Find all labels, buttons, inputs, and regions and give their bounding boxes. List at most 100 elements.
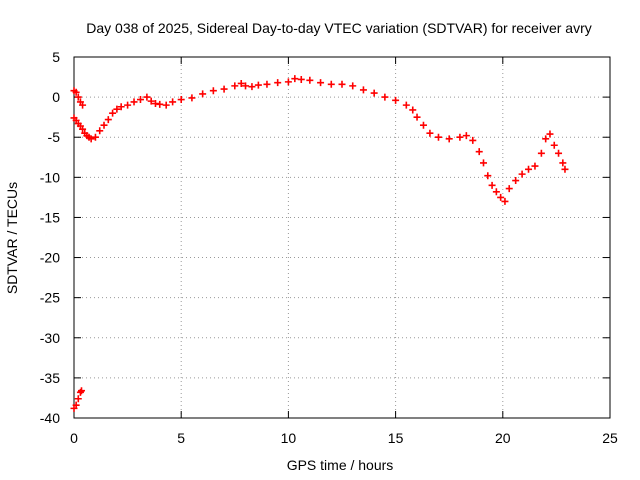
data-point — [151, 100, 159, 108]
data-point — [177, 96, 185, 104]
data-point — [413, 113, 421, 121]
data-point — [555, 149, 563, 157]
x-tick-label: 15 — [388, 430, 404, 446]
data-series — [70, 75, 569, 412]
y-axis-label: SDTVAR / TECUs — [4, 182, 20, 294]
y-tick-label: 0 — [52, 89, 60, 105]
data-point — [402, 101, 410, 109]
grid-lines — [74, 57, 610, 418]
data-point — [462, 132, 470, 140]
data-point — [162, 101, 170, 109]
x-axis-label: GPS time / hours — [287, 457, 394, 473]
data-point — [209, 87, 217, 95]
data-point — [124, 101, 132, 109]
data-point — [497, 193, 505, 201]
data-point — [263, 80, 271, 88]
data-point — [370, 89, 378, 97]
data-point — [231, 82, 239, 90]
data-point — [561, 165, 569, 173]
data-point — [79, 101, 87, 109]
data-point — [113, 105, 121, 113]
data-point — [87, 135, 95, 143]
data-point — [78, 387, 86, 395]
data-point — [237, 79, 245, 87]
x-axis: 0 5 10 15 20 25 — [70, 57, 618, 446]
data-point — [480, 159, 488, 167]
data-point — [306, 76, 314, 84]
y-tick-label: 5 — [52, 49, 60, 65]
data-point — [419, 121, 427, 129]
data-point — [72, 88, 80, 96]
data-point — [76, 388, 84, 396]
y-tick-label: -40 — [40, 410, 60, 426]
data-point — [248, 83, 256, 91]
data-point — [143, 93, 151, 101]
data-point — [537, 149, 545, 157]
x-tick-label: 25 — [602, 430, 618, 446]
data-point — [109, 109, 117, 117]
data-point — [505, 185, 513, 193]
data-point — [96, 127, 104, 135]
y-tick-label: -20 — [40, 250, 60, 266]
y-tick-label: -35 — [40, 370, 60, 386]
y-tick-label: -15 — [40, 209, 60, 225]
data-point — [381, 93, 389, 101]
data-point — [104, 116, 112, 124]
data-point — [242, 82, 250, 90]
data-point — [169, 98, 177, 106]
data-point — [456, 133, 464, 141]
data-point — [317, 79, 325, 87]
data-point — [359, 86, 367, 94]
data-point — [117, 103, 125, 111]
y-tick-label: -10 — [40, 169, 60, 185]
data-point — [220, 85, 228, 93]
plot-area-frame — [73, 56, 611, 419]
data-point — [475, 148, 483, 156]
data-point — [426, 129, 434, 137]
data-point — [297, 75, 305, 83]
data-point — [274, 79, 282, 87]
data-point — [130, 98, 138, 106]
data-point — [409, 106, 417, 114]
data-point — [525, 165, 533, 173]
data-point — [445, 135, 453, 143]
data-point — [74, 395, 82, 403]
x-tick-label: 20 — [495, 430, 511, 446]
y-tick-label: -25 — [40, 290, 60, 306]
data-point — [136, 96, 144, 104]
data-point — [91, 133, 99, 141]
data-point — [338, 80, 346, 88]
data-point — [559, 159, 567, 167]
data-point — [188, 94, 196, 102]
data-point — [518, 170, 526, 178]
data-point — [542, 135, 550, 143]
data-point — [254, 81, 262, 89]
data-point — [546, 130, 554, 138]
y-tick-label: -5 — [48, 129, 61, 145]
data-point — [199, 90, 207, 98]
data-point — [284, 78, 292, 86]
data-point — [327, 80, 335, 88]
x-tick-label: 10 — [281, 430, 297, 446]
data-point — [531, 162, 539, 170]
data-point — [469, 136, 477, 144]
data-point — [74, 93, 82, 101]
chart-title: Day 038 of 2025, Sidereal Day-to-day VTE… — [86, 20, 592, 36]
data-point — [79, 125, 87, 133]
x-tick-label: 0 — [70, 430, 78, 446]
data-point — [501, 197, 509, 205]
data-point — [156, 100, 164, 108]
data-point — [100, 121, 108, 129]
data-point — [434, 133, 442, 141]
data-point — [392, 96, 400, 104]
data-point — [492, 188, 500, 196]
y-tick-label: -30 — [40, 330, 60, 346]
data-point — [512, 177, 520, 185]
data-point — [488, 181, 496, 189]
data-point — [550, 141, 558, 149]
data-point — [484, 172, 492, 180]
y-axis: 5 0 -5 -10 -15 -20 -25 -30 -35 -40 — [40, 49, 610, 426]
data-point — [147, 97, 155, 105]
data-point — [349, 82, 357, 90]
